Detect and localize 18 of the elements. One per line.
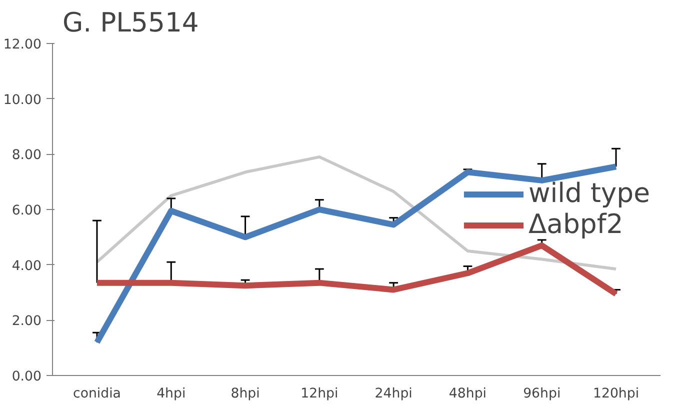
y-tick-label: 10.00 bbox=[3, 92, 42, 108]
x-tick-label: 4hpi bbox=[156, 386, 186, 402]
x-tick-label: 24hpi bbox=[374, 386, 412, 402]
y-tick-label: 2.00 bbox=[12, 314, 42, 330]
legend-label: wild type bbox=[528, 178, 650, 209]
x-tick-label: 48hpi bbox=[448, 386, 487, 402]
x-tick-label: 120hpi bbox=[592, 386, 640, 402]
y-tick-label: 6.00 bbox=[12, 204, 42, 218]
y-tick-label: 8.00 bbox=[12, 148, 42, 164]
x-tick-label: conidia bbox=[73, 386, 121, 402]
legend-label: Δabpf2 bbox=[528, 209, 624, 240]
y-tick-label: 0.00 bbox=[12, 370, 42, 384]
y-tick-label: 4.00 bbox=[12, 258, 42, 274]
chart-title: G. PL5514 bbox=[62, 8, 199, 38]
y-tick-label: 12.00 bbox=[3, 38, 42, 52]
x-tick-label: 96hpi bbox=[523, 386, 561, 402]
x-tick-label: 12hpi bbox=[300, 386, 338, 402]
x-tick-label: 8hpi bbox=[230, 386, 260, 402]
